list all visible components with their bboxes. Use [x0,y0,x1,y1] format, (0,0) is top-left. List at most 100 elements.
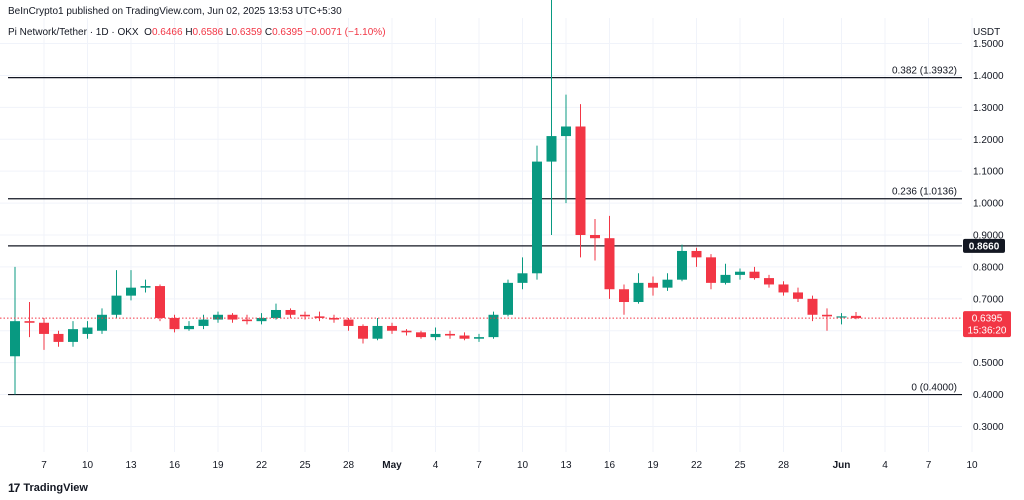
candle [416,330,426,339]
candle [430,327,441,341]
candle [97,308,107,334]
candle-body [619,289,629,303]
candles-layer [10,0,861,395]
x-tick-label: 4 [882,460,888,471]
candle-body [169,317,180,330]
candle-body [735,271,745,275]
tradingview-logo[interactable]: 17 TradingView [8,481,88,495]
candle [764,274,774,288]
candle-body [39,322,49,334]
low-label: L [225,27,232,38]
candle [532,145,542,280]
y-tick-label: 1.5000 [973,39,1004,50]
candle [358,324,368,344]
candle-body [140,286,151,288]
candle-body [677,250,687,280]
candle-body [285,309,296,315]
y-tick-label: 1.2000 [973,135,1004,146]
candle [778,281,789,296]
candle [39,317,49,350]
candle-body [82,327,93,334]
open-value: 0.6466 [151,27,183,38]
candle [111,270,122,318]
resistance-price-tag: 0.8660 [963,238,1005,253]
candle-body [329,317,339,320]
candle [140,279,151,293]
open-label: O [144,27,152,38]
candle-body [445,333,455,336]
candle-countdown: 15:36:20 [968,326,1007,337]
candle-body [836,316,847,318]
symbol-legend: Pi Network/Tether · 1D · OKX O0.6466 H0.… [8,27,386,38]
currency-label[interactable]: USDT [973,27,1001,38]
candle-body [532,161,542,274]
y-tick-label: 0.4000 [973,390,1004,401]
candle [488,311,499,339]
x-tick-label: Jun [833,460,851,471]
candle-body [242,319,252,322]
candle [517,257,528,290]
candle-body [24,321,35,323]
candle [662,273,673,291]
candle [633,273,644,304]
candle [242,314,252,325]
candle-body [358,325,368,339]
candle [24,302,35,338]
x-tick-label: 4 [433,460,439,471]
candle [822,308,832,331]
fibonacci-levels: 0.382 (1.3932) 0.236 (1.0136) 0 (0.4000) [8,66,962,396]
candle [793,287,803,303]
candle-body [851,315,861,319]
candle [561,94,571,204]
candle [807,295,818,322]
candle-body [720,274,731,283]
x-tick-label: 10 [82,460,94,471]
candle [155,284,165,322]
candle-body [227,314,238,320]
candle-body [300,314,310,317]
candle [749,266,760,280]
candle [720,263,731,285]
y-tick-label: 1.1000 [973,167,1004,178]
x-tick-label: 28 [778,460,790,471]
x-tick-label: 16 [169,460,181,471]
candle-body [53,333,64,342]
candle-body [633,282,644,303]
candle [256,313,267,325]
symbol-title[interactable]: Pi Network/Tether · 1D · OKX [8,27,139,38]
candle-body [387,325,397,331]
candle-body [749,271,760,279]
candle [474,333,484,342]
candle-body [691,250,702,258]
candle [343,317,354,331]
candle [285,308,296,318]
candle [619,284,629,315]
candle [372,317,383,341]
candle-body [590,235,600,239]
fib-level-label: 0 (0.4000) [911,383,957,394]
x-tick-label: 22 [256,460,268,471]
x-tick-label: 19 [212,460,224,471]
publish-info: BeInCrypto1 published on TradingView.com… [8,6,342,17]
x-tick-label: 7 [41,460,47,471]
candle-body [184,325,194,330]
x-axis[interactable]: 7 10 13 16 19 22 25 28 May 4 7 10 13 16 19 22 25 28 Jun 4 7 1… [41,460,978,471]
x-tick-label: 10 [966,460,978,471]
x-tick-label: 28 [343,460,355,471]
candle [851,312,861,320]
grid-layer [0,18,973,452]
x-tick-label: 13 [560,460,572,471]
x-tick-label: 22 [691,460,703,471]
candle [590,219,600,261]
fib-level-label: 0.382 (1.3932) [892,66,957,77]
y-axis[interactable]: 0.30000.40000.50000.60000.70000.80000.90… [963,39,1011,433]
candle [10,266,20,395]
candle [691,247,702,267]
candle-body [343,319,354,326]
candle-body [459,335,470,339]
candle-body [10,321,20,357]
y-tick-label: 1.0000 [973,199,1004,210]
x-tick-label: 19 [647,460,659,471]
